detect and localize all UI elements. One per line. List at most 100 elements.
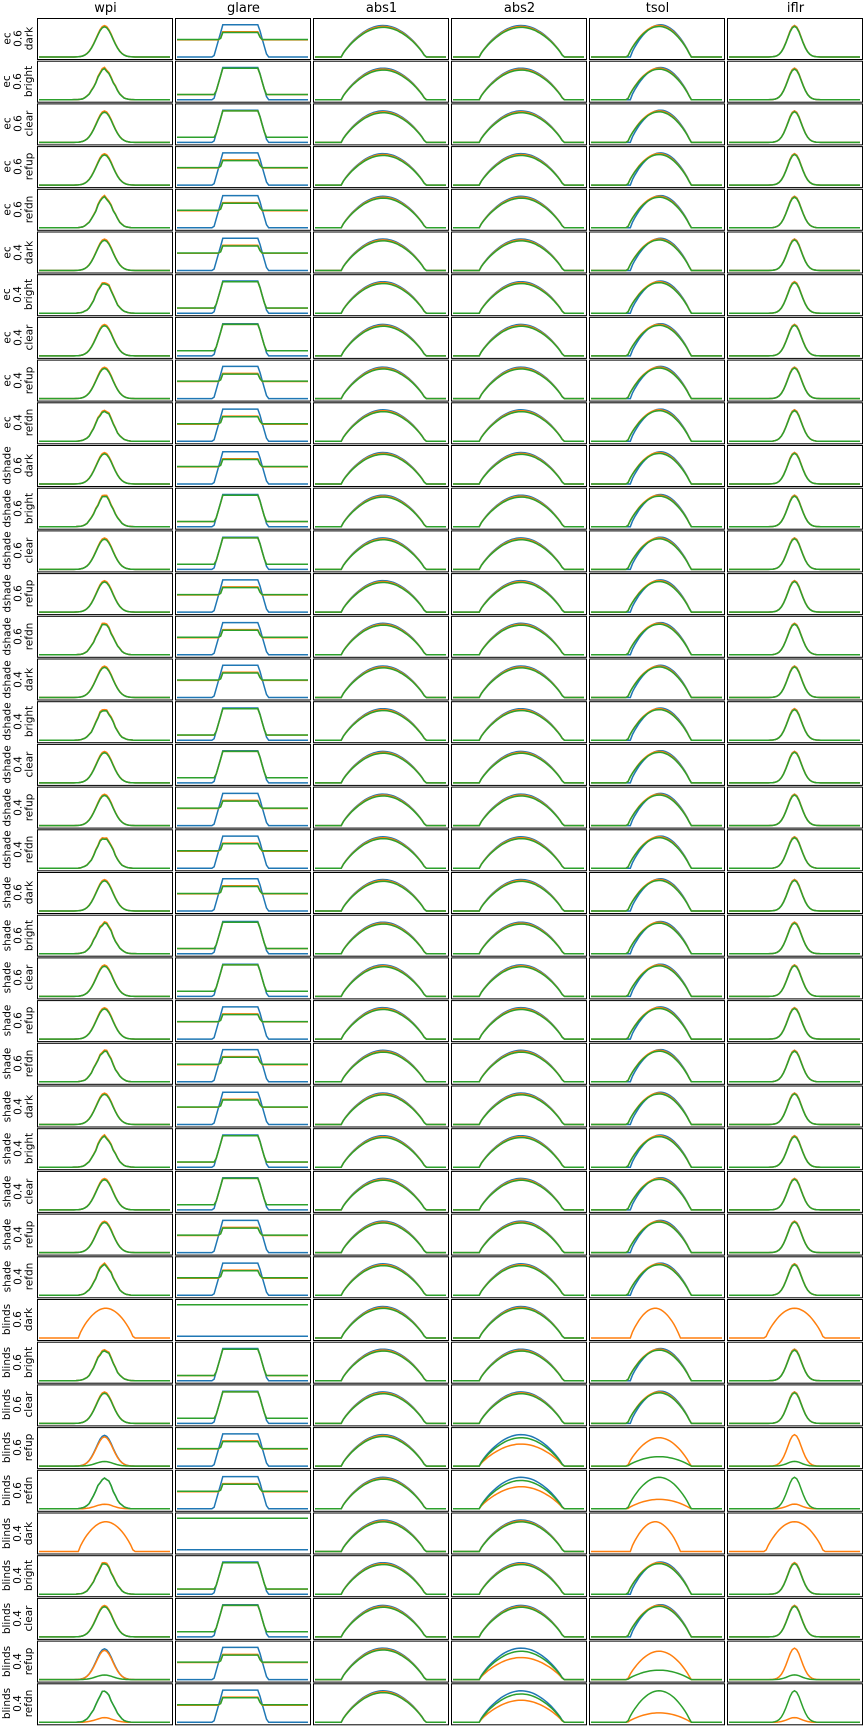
axes-frame: [313, 1597, 449, 1640]
axes-frame: [313, 359, 449, 402]
subplot-abs1: [313, 445, 449, 487]
subplot-iflr: [727, 615, 863, 658]
subplot-tsol: [589, 658, 725, 701]
series-blue: [177, 152, 308, 186]
series-green: [591, 1562, 722, 1595]
subplot-glare: [175, 1042, 311, 1085]
subplot-abs1: [313, 658, 449, 701]
subplot-abs1: [313, 146, 449, 189]
subplot-wpi: [37, 60, 173, 103]
subplot-iflr: [727, 1640, 863, 1683]
subplot-abs1: [313, 231, 449, 274]
series-green: [39, 1674, 170, 1681]
subplot-tsol: [589, 615, 725, 658]
axes-frame: [313, 18, 449, 60]
series-green: [453, 1008, 584, 1040]
subplot-iflr: [727, 1213, 863, 1256]
axes-frame: [37, 957, 173, 1000]
subplot-iflr: [727, 1341, 863, 1384]
subplot-tsol: [589, 274, 725, 317]
series-green: [39, 666, 170, 699]
subplot-iflr: [727, 1085, 863, 1128]
series-green: [39, 1350, 170, 1382]
subplot-iflr: [727, 188, 863, 231]
subplot-wpi: [37, 658, 173, 701]
series-green: [591, 196, 722, 229]
series-green: [729, 537, 860, 571]
series-green: [729, 665, 860, 699]
series-blue: [177, 1091, 308, 1126]
axes-frame: [451, 1128, 587, 1171]
series-green: [453, 880, 584, 912]
subplot-abs1: [313, 1085, 449, 1128]
axes-frame: [451, 274, 587, 317]
subplot-wpi: [37, 103, 173, 146]
series-green: [177, 1697, 308, 1706]
axes-frame: [451, 316, 587, 359]
series-green: [39, 324, 170, 357]
axes-frame: [727, 188, 863, 231]
axes-frame: [451, 359, 587, 402]
axes-frame: [451, 1640, 587, 1683]
axes-frame: [37, 103, 173, 146]
subplot-tsol: [589, 1555, 725, 1598]
subplot-abs2: [451, 872, 587, 914]
axes-frame: [727, 146, 863, 189]
axes-frame: [313, 957, 449, 1000]
column-title-wpi: wpi: [94, 1, 117, 16]
axes-frame: [727, 957, 863, 1000]
subplot-abs2: [451, 573, 587, 616]
subplot-abs2: [451, 658, 587, 701]
subplot-glare: [175, 359, 311, 402]
subplot-tsol: [589, 1469, 725, 1512]
subplot-wpi: [37, 615, 173, 658]
column-title-abs1: abs1: [365, 1, 398, 16]
axes-frame: [727, 1213, 863, 1256]
series-green: [453, 752, 584, 784]
subplot-wpi: [37, 402, 173, 445]
series-green: [591, 538, 722, 571]
subplot-tsol: [589, 1170, 725, 1213]
series-green: [453, 624, 584, 656]
axes-frame: [589, 1256, 725, 1299]
axes-frame: [727, 60, 863, 103]
subplot-glare: [175, 743, 311, 786]
subplot-abs1: [313, 359, 449, 402]
subplot-wpi: [37, 1384, 173, 1427]
series-green: [729, 452, 860, 485]
series-green: [39, 239, 170, 272]
axes-frame: [589, 188, 725, 231]
series-green: [315, 197, 446, 229]
axes-frame: [727, 487, 863, 530]
subplot-tsol: [589, 957, 725, 1000]
subplot-tsol: [589, 1427, 725, 1470]
series-green: [591, 367, 722, 400]
series-green: [453, 1264, 584, 1297]
subplot-tsol: [589, 103, 725, 146]
series-green: [177, 843, 308, 852]
axes-frame: [727, 701, 863, 744]
subplot-wpi: [37, 1299, 173, 1341]
axes-frame: [589, 445, 725, 487]
subplot-tsol: [589, 316, 725, 359]
series-green: [177, 672, 308, 681]
axes-frame: [313, 1555, 449, 1598]
subplot-tsol: [589, 914, 725, 957]
series-green: [453, 1521, 584, 1553]
subplot-abs1: [313, 1256, 449, 1299]
subplot-iflr: [727, 103, 863, 146]
axes-frame: [37, 872, 173, 914]
subplot-abs1: [313, 1000, 449, 1043]
axes-frame: [313, 1341, 449, 1384]
subplot-abs1: [313, 1341, 449, 1384]
axes-frame: [37, 1469, 173, 1512]
subplot-abs1: [313, 1469, 449, 1512]
series-green: [177, 458, 308, 468]
column-title-tsol: tsol: [645, 1, 670, 16]
subplot-abs2: [451, 1469, 587, 1512]
subplot-glare: [175, 60, 311, 103]
subplot-glare: [175, 146, 311, 189]
subplot-glare: [175, 316, 311, 359]
series-green: [729, 1050, 860, 1083]
